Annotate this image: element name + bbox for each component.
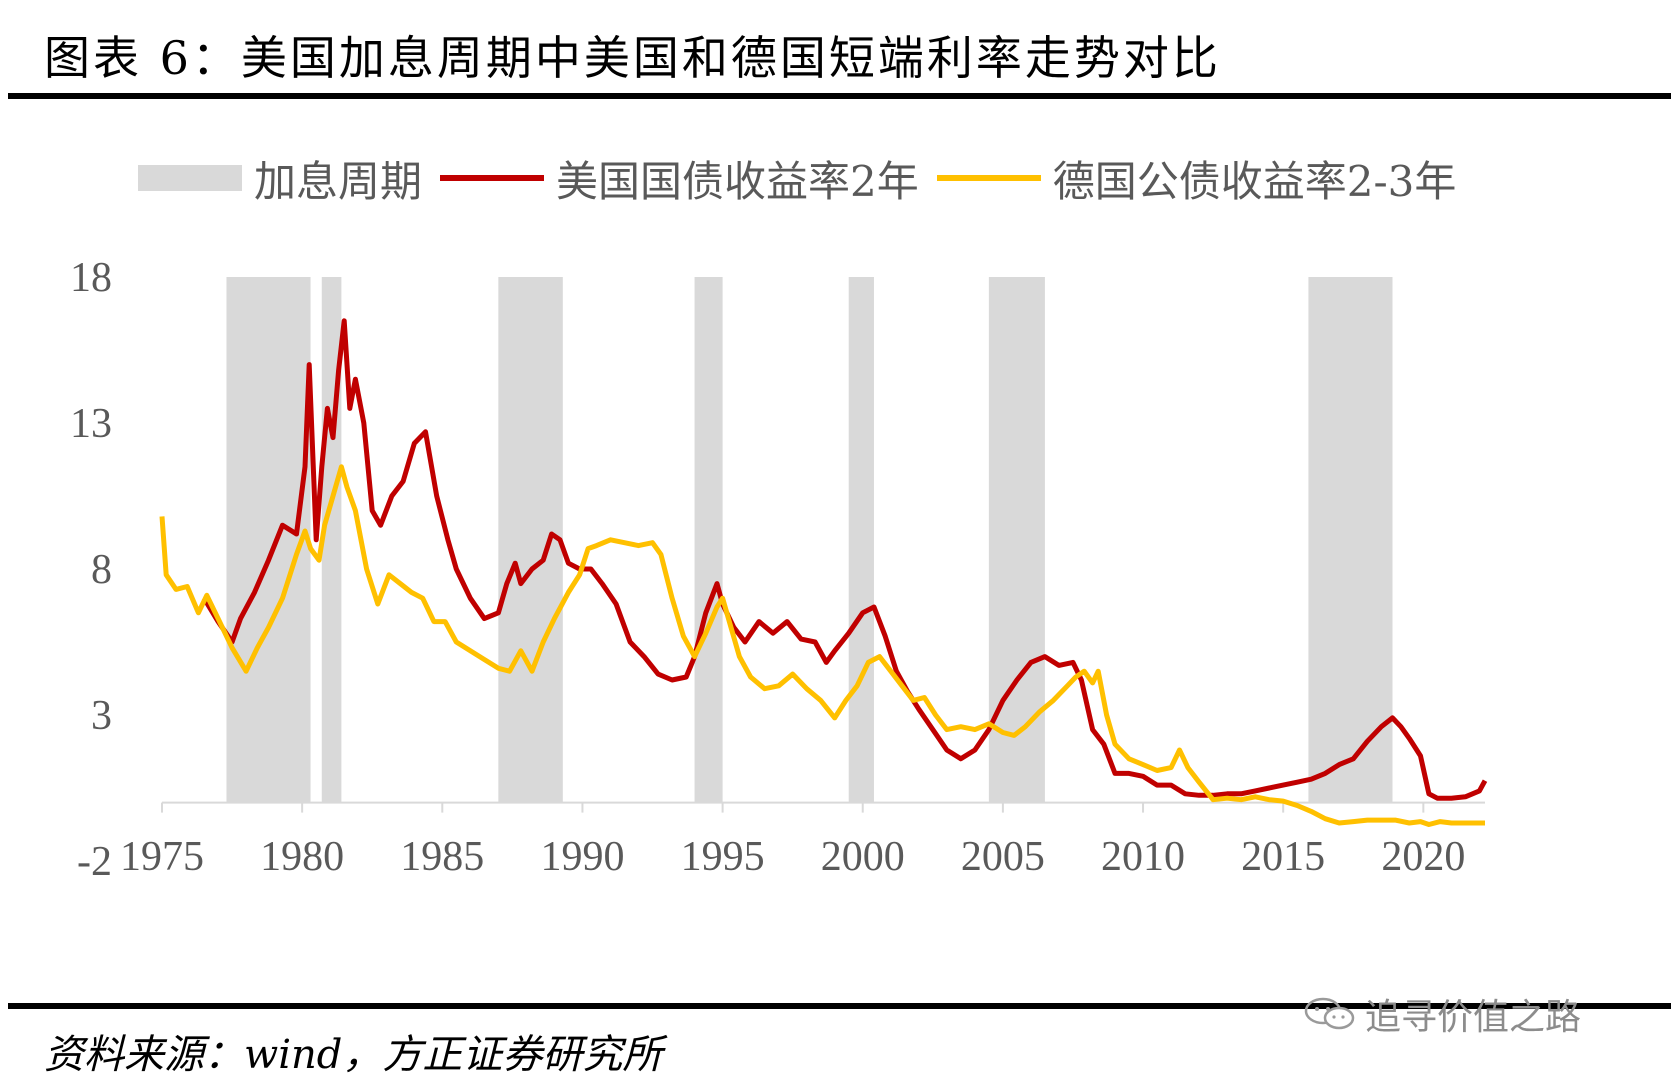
legend-swatch-us-2y — [440, 175, 545, 181]
series-line-de-2-3y — [159, 464, 1485, 827]
watermark: 追寻价值之路 — [1303, 988, 1581, 1040]
legend-swatch-de-2-3y — [936, 175, 1041, 181]
y-tick-label-13: 13 — [70, 401, 112, 447]
legend-label-us-2y: 美国国债收益率2年 — [556, 156, 919, 206]
chart-axes — [161, 801, 1485, 813]
legend-label-hike-cycle: 加息周期 — [254, 156, 423, 206]
legend-item-us-2y: 美国国债收益率2年 — [440, 148, 919, 209]
x-tick-label-2000: 2000 — [821, 834, 905, 880]
legend-item-de-2-3y: 德国公债收益率2-3年 — [936, 148, 1457, 209]
top-rule — [8, 93, 1671, 99]
y-tick-label-8: 8 — [91, 547, 112, 593]
hike-cycle-bands — [226, 277, 1393, 803]
x-tick-label-1980: 1980 — [260, 834, 344, 880]
x-tick-label-1975: 1975 — [120, 834, 204, 880]
y-tick-label-18: 18 — [70, 255, 112, 301]
legend-label-de-2-3y: 德国公债收益率2-3年 — [1052, 156, 1457, 206]
hike-band-5 — [988, 277, 1045, 803]
series-line-us-2y — [201, 318, 1488, 801]
x-tick-label-1995: 1995 — [681, 834, 765, 880]
chart-legend: 加息周期 美国国债收益率2年 德国公债收益率2-3年 — [138, 148, 1474, 208]
x-tick-label-2015: 2015 — [1241, 834, 1325, 880]
y-tick-label-3: 3 — [91, 693, 112, 739]
legend-item-hike-cycle: 加息周期 — [138, 148, 422, 209]
figure-title: 图表 6：美国加息周期中美国和德国短端利率走势对比 — [44, 31, 1221, 85]
x-tick-label-2010: 2010 — [1101, 834, 1185, 880]
bottom-rule — [8, 1003, 1671, 1009]
hike-band-4 — [848, 277, 874, 803]
source-note: 资料来源：wind，方正证券研究所 — [44, 1032, 663, 1078]
hike-band-6 — [1308, 277, 1393, 803]
x-tick-label-1985: 1985 — [400, 834, 484, 880]
tick-labels: 18 13 8 3 -2 1975 1980 1985 1990 1995 2000 2005 2010… — [70, 255, 1465, 885]
hike-band-2 — [498, 277, 563, 803]
x-tick-label-1990: 1990 — [540, 834, 624, 880]
x-tick-label-2005: 2005 — [961, 834, 1045, 880]
legend-swatch-hike-cycle — [138, 165, 242, 191]
hike-band-3 — [694, 277, 723, 803]
watermark-text: 追寻价值之路 — [1365, 997, 1582, 1038]
hike-band-0 — [226, 277, 311, 803]
x-tick-label-2020: 2020 — [1381, 834, 1465, 880]
y-tick-label--2: -2 — [77, 839, 112, 885]
wechat-icon — [1304, 997, 1355, 1030]
series-lines — [159, 318, 1488, 827]
